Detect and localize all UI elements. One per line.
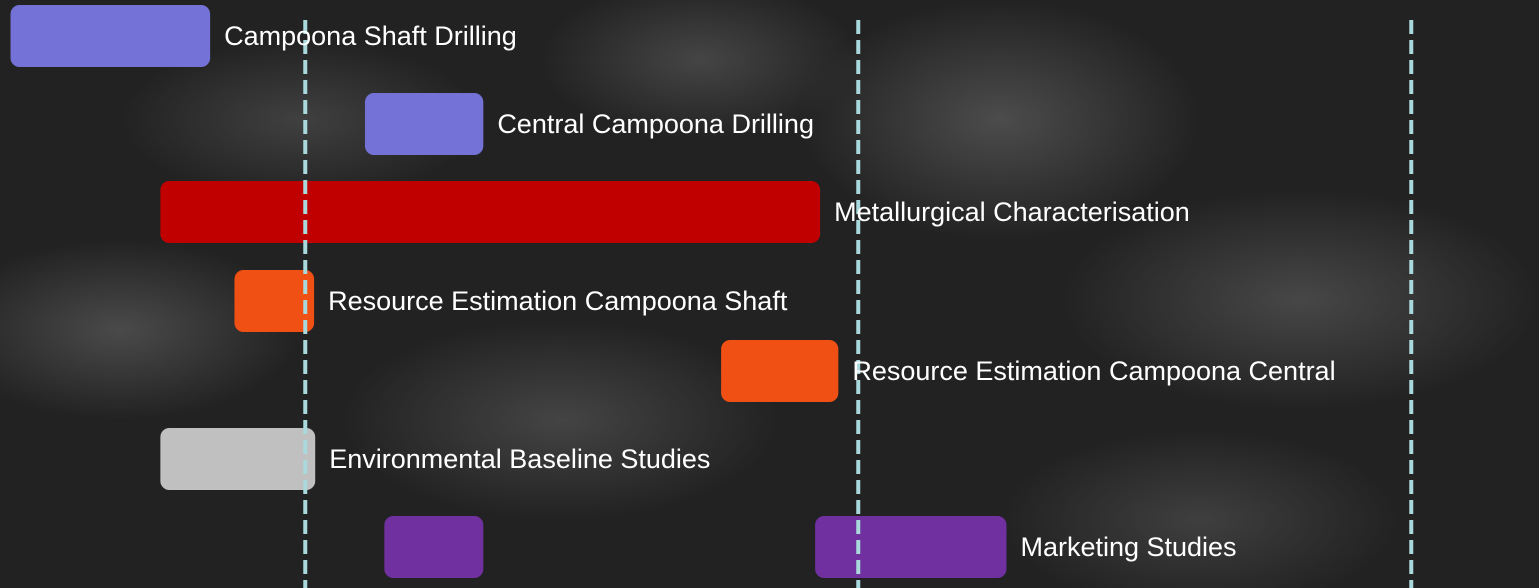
task-label: Campoona Shaft Drilling bbox=[224, 21, 517, 51]
task-bar bbox=[815, 516, 1007, 578]
task-label: Resource Estimation Campoona Central bbox=[852, 356, 1335, 386]
task-bar bbox=[160, 181, 821, 243]
task-bar bbox=[234, 270, 315, 332]
task-label: Metallurgical Characterisation bbox=[834, 197, 1190, 227]
task-bar bbox=[10, 5, 211, 67]
task-label: Central Campoona Drilling bbox=[497, 109, 814, 139]
task-bar bbox=[384, 516, 484, 578]
task-label: Resource Estimation Campoona Shaft bbox=[328, 286, 788, 316]
task-bar bbox=[721, 340, 839, 402]
task-bar bbox=[160, 428, 316, 490]
task-label: Marketing Studies bbox=[1020, 532, 1236, 562]
task-label: Environmental Baseline Studies bbox=[329, 444, 710, 474]
task-bar bbox=[364, 93, 484, 155]
